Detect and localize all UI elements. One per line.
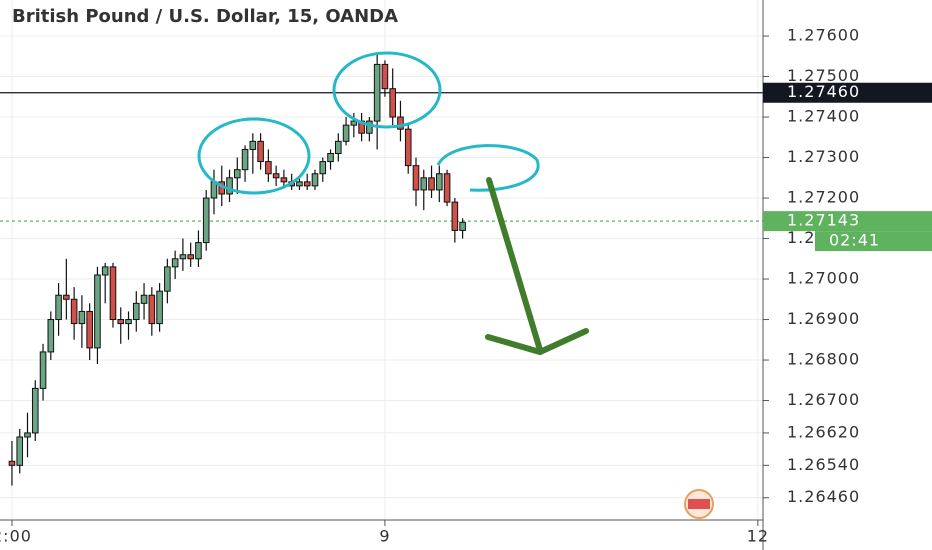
y-tick-label: 1.26800 <box>787 350 860 369</box>
candle-body <box>257 140 264 163</box>
y-tick-label: 1.27400 <box>787 107 860 126</box>
y-tick-label: 1.26540 <box>787 455 860 474</box>
candle-body <box>280 177 288 183</box>
y-tick-label: 1.27000 <box>787 269 860 288</box>
candle-body <box>156 290 163 325</box>
candle-body <box>70 298 78 325</box>
candle-body <box>39 351 47 389</box>
candle-body <box>132 302 140 321</box>
annotations <box>197 51 540 195</box>
candle-body <box>397 116 404 130</box>
candle-body <box>241 148 249 171</box>
circle-annotation <box>332 51 442 129</box>
grid <box>0 0 763 520</box>
candle-body <box>303 181 311 187</box>
y-tick-label: 1.27600 <box>787 26 860 45</box>
candle-body <box>63 294 70 300</box>
price-label: 1.27460 <box>787 82 860 101</box>
axes: 1.26460 1.26540 1.26620 1.26700 1.26800 1.269… <box>0 26 860 546</box>
candle-body <box>86 310 93 349</box>
candle-body <box>148 294 156 325</box>
price-label: 1.27143 <box>787 211 860 230</box>
price-label-box <box>763 211 932 232</box>
x-tick-label: 12 <box>747 527 769 546</box>
candle-body <box>140 294 148 304</box>
candle-body <box>125 319 132 325</box>
candle-body <box>350 120 358 126</box>
y-tick-label: 1.26900 <box>787 309 860 328</box>
candle-body <box>24 432 31 438</box>
badge-flag <box>688 499 710 509</box>
candle-body <box>296 181 303 187</box>
candle-body <box>171 258 179 268</box>
candle-body <box>436 173 443 191</box>
candle-body <box>249 140 257 150</box>
candle-body <box>420 177 428 191</box>
candle-body <box>319 161 327 175</box>
arrow-annotation <box>485 177 589 356</box>
candle-body <box>366 120 373 134</box>
candle-body <box>404 128 412 167</box>
candles <box>8 52 466 486</box>
candle-body <box>233 169 241 179</box>
candle-body <box>187 254 194 260</box>
candle-body <box>31 387 39 434</box>
candle-body <box>443 173 451 203</box>
candle-body <box>94 274 101 349</box>
candle-body <box>202 197 210 244</box>
candle-body <box>459 221 466 231</box>
candle-body <box>226 177 233 195</box>
candle-body <box>16 436 24 466</box>
candle-body <box>428 177 435 191</box>
candle-body <box>101 266 109 276</box>
candle-body <box>8 460 16 466</box>
candle-body <box>342 124 350 142</box>
chart-title: British Pound / U.S. Dollar, 15, OANDA <box>12 6 398 27</box>
candle-body <box>117 319 125 325</box>
y-tick-label: 1.26460 <box>787 487 860 506</box>
candle-body <box>311 173 319 187</box>
countdown-label: 02:41 <box>829 231 880 250</box>
candle-body <box>265 161 272 175</box>
x-tick-label: 9 <box>379 527 390 546</box>
candle-body <box>327 152 334 163</box>
candle-body <box>412 165 420 191</box>
y-tick-label: 1.27200 <box>787 188 860 207</box>
candle-body <box>109 266 117 321</box>
candle-body <box>164 266 171 292</box>
y-tick-label: 1.27300 <box>787 147 860 166</box>
candle-body <box>381 63 389 90</box>
circle-annotation <box>197 117 311 195</box>
candle-body <box>195 242 202 260</box>
circle-annotation <box>436 144 540 192</box>
y-tick-label: 1.26620 <box>787 422 860 441</box>
candle-body <box>78 310 86 325</box>
badge <box>684 489 714 519</box>
candle-body <box>334 140 342 154</box>
candle-body <box>389 88 396 118</box>
candle-body <box>179 254 187 260</box>
arrow-shaft <box>486 177 543 353</box>
arrow-head <box>485 328 589 356</box>
candle-body <box>47 319 55 353</box>
candle-body <box>272 173 280 179</box>
price-label-box <box>763 82 932 103</box>
candle-body <box>55 294 62 321</box>
countdown-box <box>815 231 932 252</box>
x-tick-label: 2:00 <box>0 527 32 546</box>
candle-body <box>373 63 381 122</box>
candle-body <box>451 201 459 231</box>
y-tick-label: 1.27500 <box>787 66 860 85</box>
y-tick-label: 1.26700 <box>787 390 860 409</box>
